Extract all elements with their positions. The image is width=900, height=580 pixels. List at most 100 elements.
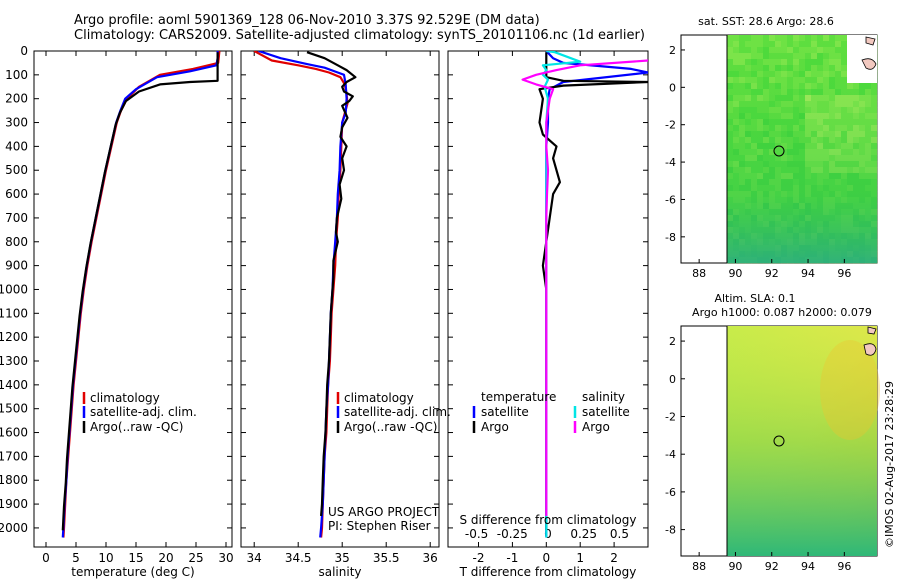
y-tick-label: 2000 xyxy=(0,521,28,535)
legend-t-sat-label: satellite xyxy=(481,405,529,419)
sla-map-title1: Altim. SLA: 0.1 xyxy=(714,292,795,305)
sla-island-2 xyxy=(867,326,877,335)
temperature-panel-frame xyxy=(33,50,233,548)
sla-map: 88 90 92 94 96 2 0 -2 -4 -6 -8 xyxy=(665,325,880,573)
series-line-t-satellite xyxy=(545,51,648,538)
x-tick-label: 0 xyxy=(42,551,50,565)
x-tick-label: 2 xyxy=(610,551,618,565)
sst-map: 88 90 92 94 96 2 0 -2 -4 -6 -8 xyxy=(665,34,878,280)
x-tick-label: 10 xyxy=(98,551,113,565)
sla-map-title2: Argo h1000: 0.087 h2000: 0.079 xyxy=(692,306,872,319)
y-tick-label: 1300 xyxy=(0,354,28,368)
sla-argo-position-marker xyxy=(773,435,785,447)
map-y-tick-label: -8 xyxy=(665,231,676,244)
salinity-legend: climatology satellite-adj. clim. Argo(..… xyxy=(336,391,451,434)
map-y-tick-label: -6 xyxy=(665,486,676,499)
map-x-tick-label: 88 xyxy=(692,560,706,573)
series-line-satellite-adj-clim- xyxy=(61,51,219,538)
legend-salinity-title: salinity xyxy=(582,390,625,404)
difference-axes: -2 -1 0 1 2 -0.5 -0.25 0 0.25 0.5 xyxy=(448,50,648,565)
map-y-tick-label: -8 xyxy=(665,524,676,537)
header-line2: Climatology: CARS2009. Satellite-adjuste… xyxy=(74,28,645,43)
series-line-t-argo xyxy=(538,52,648,531)
x-tick-label-top: 0 xyxy=(544,527,552,541)
series-line-s-argo xyxy=(521,59,648,516)
map-x-tick-label: 88 xyxy=(692,267,706,280)
y-tick-label: 600 xyxy=(5,187,28,201)
y-tick-label: 200 xyxy=(5,92,28,106)
y-tick-label: 300 xyxy=(5,116,28,130)
legend-clim-label: climatology xyxy=(90,391,160,405)
temperature-xlabel: temperature (deg C) xyxy=(71,565,194,579)
temperature-legend: climatology satellite-adj. clim. Argo(..… xyxy=(82,391,197,434)
y-tick-label: 1700 xyxy=(0,449,28,463)
y-tick-label: 100 xyxy=(5,68,28,82)
sla-deep-shade xyxy=(727,326,877,556)
y-tick-label: 1600 xyxy=(0,426,28,440)
x-tick-label: 5 xyxy=(72,551,80,565)
series-line-climatology xyxy=(253,51,349,538)
y-tick-label: 1400 xyxy=(0,378,28,392)
difference-xlabel: T difference from climatology xyxy=(459,565,637,579)
x-tick-label: 25 xyxy=(188,551,203,565)
x-tick-label-top: 0.5 xyxy=(610,527,629,541)
x-tick-label: -1 xyxy=(506,551,518,565)
sst-ticks: 88 90 92 94 96 2 0 -2 -4 -6 -8 xyxy=(665,44,851,280)
sst-argo-position-marker xyxy=(773,145,785,157)
salinity-panel-frame xyxy=(240,50,440,548)
series-line-climatology xyxy=(62,51,221,538)
x-tick-label-top: -0.5 xyxy=(465,527,488,541)
x-tick-label: 36 xyxy=(423,551,438,565)
difference-lines xyxy=(521,51,648,538)
legend-t-argo-label: Argo xyxy=(481,420,509,434)
y-tick-label: 800 xyxy=(5,235,28,249)
x-tick-label-top: 0.25 xyxy=(570,527,597,541)
header-line1: Argo profile: aoml 5901369_128 06-Nov-20… xyxy=(74,13,540,28)
map-x-tick-label: 94 xyxy=(801,560,815,573)
legend-s-argo-label: Argo xyxy=(582,420,610,434)
salinity-lines xyxy=(253,51,357,538)
y-tick-label: 1200 xyxy=(0,330,28,344)
temperature-axes: 0 5 10 15 20 25 300100200300400500600700800900… xyxy=(0,44,234,565)
legend-temperature-title: temperature xyxy=(481,390,556,404)
difference-xlabel2: S difference from climatology xyxy=(460,513,637,527)
salinity-xlabel: salinity xyxy=(318,565,361,579)
x-tick-label-top: -0.25 xyxy=(497,527,528,541)
temperature-lines xyxy=(61,51,221,538)
sst-map-title: sat. SST: 28.6 Argo: 28.6 xyxy=(698,15,834,28)
x-tick-label: -2 xyxy=(473,551,485,565)
legend-sat-label: satellite-adj. clim. xyxy=(344,405,451,419)
x-tick-label: 15 xyxy=(128,551,143,565)
y-tick-label: 1500 xyxy=(0,402,28,416)
y-tick-label: 500 xyxy=(5,163,28,177)
map-x-tick-label: 92 xyxy=(765,267,779,280)
map-y-tick-label: -2 xyxy=(665,119,676,132)
y-tick-label: 700 xyxy=(5,211,28,225)
y-tick-label: 1800 xyxy=(0,473,28,487)
legend-clim-label: climatology xyxy=(344,391,414,405)
map-y-tick-label: 0 xyxy=(669,373,676,386)
x-tick-label: 35.5 xyxy=(373,551,400,565)
y-tick-label: 900 xyxy=(5,259,28,273)
sst-island-2 xyxy=(865,36,876,46)
credit-pi: PI: Stephen Riser xyxy=(328,519,431,533)
credit-project: US ARGO PROJECT xyxy=(328,505,440,519)
sla-high-blob xyxy=(820,340,880,440)
map-y-tick-label: -2 xyxy=(665,410,676,423)
map-y-tick-label: -6 xyxy=(665,193,676,206)
legend-argo-label: Argo(..raw -QC) xyxy=(90,420,183,434)
series-line-argo-raw-qc- xyxy=(306,51,357,517)
legend-s-sat-label: satellite xyxy=(582,405,630,419)
y-tick-label: 1000 xyxy=(0,282,28,296)
salinity-axes: 34 34.5 35 35.5 36 xyxy=(241,50,439,565)
x-tick-label: 30 xyxy=(218,551,233,565)
legend-sat-label: satellite-adj. clim. xyxy=(90,405,197,419)
y-tick-label: 0 xyxy=(20,44,28,58)
map-x-tick-label: 94 xyxy=(801,267,815,280)
x-tick-label: 0 xyxy=(542,551,550,565)
map-x-tick-label: 90 xyxy=(728,267,742,280)
map-y-tick-label: 2 xyxy=(669,335,676,348)
legend-argo-label: Argo(..raw -QC) xyxy=(344,420,437,434)
y-tick-label: 400 xyxy=(5,139,28,153)
